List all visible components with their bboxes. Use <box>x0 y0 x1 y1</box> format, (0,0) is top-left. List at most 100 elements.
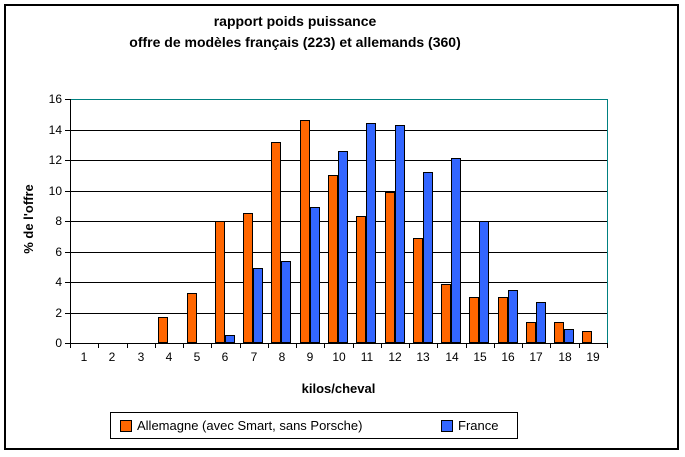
chart-title-line1: rapport poids puissance <box>213 13 377 29</box>
y-tick-10 <box>65 191 70 192</box>
bar-france-14 <box>451 158 461 343</box>
x-tick-3 <box>155 344 156 348</box>
y-axis-title: % de l'offre <box>21 184 36 254</box>
y-tick-label-4: 4 <box>55 275 62 289</box>
x-tick-0 <box>70 344 71 348</box>
bar-france-16 <box>508 290 518 343</box>
x-axis-title: kilos/cheval <box>301 381 376 396</box>
x-tick-10 <box>353 344 354 348</box>
bar-france-10 <box>338 151 348 343</box>
bar-allemagne-12 <box>385 192 395 343</box>
x-tick-12 <box>409 344 410 348</box>
bar-allemagne-16 <box>498 297 508 343</box>
y-tick-4 <box>65 282 70 283</box>
x-tick-label-7: 7 <box>250 350 258 364</box>
bar-france-18 <box>564 329 574 343</box>
x-tick-16 <box>522 344 523 348</box>
x-tick-label-14: 14 <box>445 350 459 364</box>
x-tick-1 <box>98 344 99 348</box>
bar-france-11 <box>366 123 376 343</box>
bar-france-15 <box>479 221 489 343</box>
france-series-swatch-icon <box>441 419 453 432</box>
y-tick-label-2: 2 <box>55 306 62 320</box>
bar-allemagne-10 <box>328 175 338 343</box>
y-tick-6 <box>65 252 70 253</box>
bar-allemagne-6 <box>215 221 225 343</box>
x-tick-label-12: 12 <box>388 350 402 364</box>
x-tick-label-1: 1 <box>80 350 88 364</box>
bar-allemagne-8 <box>271 142 281 343</box>
x-tick-15 <box>494 344 495 348</box>
x-tick-label-5: 5 <box>193 350 201 364</box>
bar-allemagne-5 <box>187 293 197 343</box>
x-tick-6 <box>240 344 241 348</box>
bar-allemagne-4 <box>158 317 168 343</box>
bar-france-12 <box>395 125 405 343</box>
x-tick-4 <box>183 344 184 348</box>
x-tick-label-2: 2 <box>108 350 116 364</box>
bar-allemagne-15 <box>469 297 479 343</box>
y-tick-label-16: 16 <box>48 92 62 106</box>
x-tick-9 <box>324 344 325 348</box>
bar-allemagne-7 <box>243 213 253 343</box>
x-tick-14 <box>466 344 467 348</box>
x-tick-7 <box>268 344 269 348</box>
bar-allemagne-14 <box>441 284 451 343</box>
x-tick-8 <box>296 344 297 348</box>
x-tick-label-3: 3 <box>137 350 145 364</box>
x-axis-line <box>70 343 608 344</box>
chart-outer-border <box>4 4 679 450</box>
x-tick-label-17: 17 <box>529 350 543 364</box>
chart-title: rapport poids puissance offre de modèles… <box>5 11 585 53</box>
y-tick-0 <box>65 343 70 344</box>
x-tick-label-18: 18 <box>558 350 572 364</box>
y-tick-label-10: 10 <box>48 184 62 198</box>
y-tick-14 <box>65 130 70 131</box>
bar-france-7 <box>253 268 263 343</box>
x-tick-13 <box>437 344 438 348</box>
x-tick-17 <box>550 344 551 348</box>
x-tick-18 <box>579 344 580 348</box>
x-tick-19 <box>607 344 608 348</box>
bar-france-8 <box>281 261 291 343</box>
x-tick-label-10: 10 <box>332 350 346 364</box>
x-tick-label-8: 8 <box>278 350 286 364</box>
bar-allemagne-9 <box>300 120 310 343</box>
y-tick-2 <box>65 313 70 314</box>
x-tick-label-13: 13 <box>416 350 430 364</box>
gridline-14 <box>70 130 607 131</box>
bar-france-17 <box>536 302 546 343</box>
legend-item-france: France <box>441 413 498 438</box>
legend: Allemagne (avec Smart, sans Porsche) Fra… <box>110 412 518 439</box>
bar-allemagne-17 <box>526 322 536 343</box>
y-tick-label-0: 0 <box>55 336 62 350</box>
x-tick-label-16: 16 <box>501 350 515 364</box>
x-tick-label-19: 19 <box>586 350 600 364</box>
legend-label-france: France <box>458 418 499 433</box>
chart-title-line2: offre de modèles français (223) et allem… <box>129 34 461 50</box>
legend-label-allemagne: Allemagne (avec Smart, sans Porsche) <box>137 418 363 433</box>
bar-allemagne-11 <box>356 216 366 343</box>
x-tick-label-11: 11 <box>360 350 374 364</box>
allemagne-series-swatch-icon <box>120 419 132 432</box>
bar-allemagne-19 <box>582 331 592 343</box>
legend-item-allemagne: Allemagne (avec Smart, sans Porsche) <box>120 413 362 438</box>
x-tick-5 <box>211 344 212 348</box>
y-tick-16 <box>65 99 70 100</box>
x-tick-label-4: 4 <box>165 350 173 364</box>
y-tick-label-12: 12 <box>48 153 62 167</box>
x-tick-label-15: 15 <box>473 350 487 364</box>
x-tick-2 <box>127 344 128 348</box>
bar-allemagne-18 <box>554 322 564 343</box>
x-tick-label-6: 6 <box>221 350 229 364</box>
y-tick-12 <box>65 160 70 161</box>
bar-allemagne-13 <box>413 238 423 343</box>
x-tick-11 <box>381 344 382 348</box>
y-tick-label-8: 8 <box>55 214 62 228</box>
y-tick-label-14: 14 <box>48 123 62 137</box>
x-tick-label-9: 9 <box>306 350 314 364</box>
y-tick-8 <box>65 221 70 222</box>
bar-france-13 <box>423 172 433 343</box>
y-tick-label-6: 6 <box>55 245 62 259</box>
